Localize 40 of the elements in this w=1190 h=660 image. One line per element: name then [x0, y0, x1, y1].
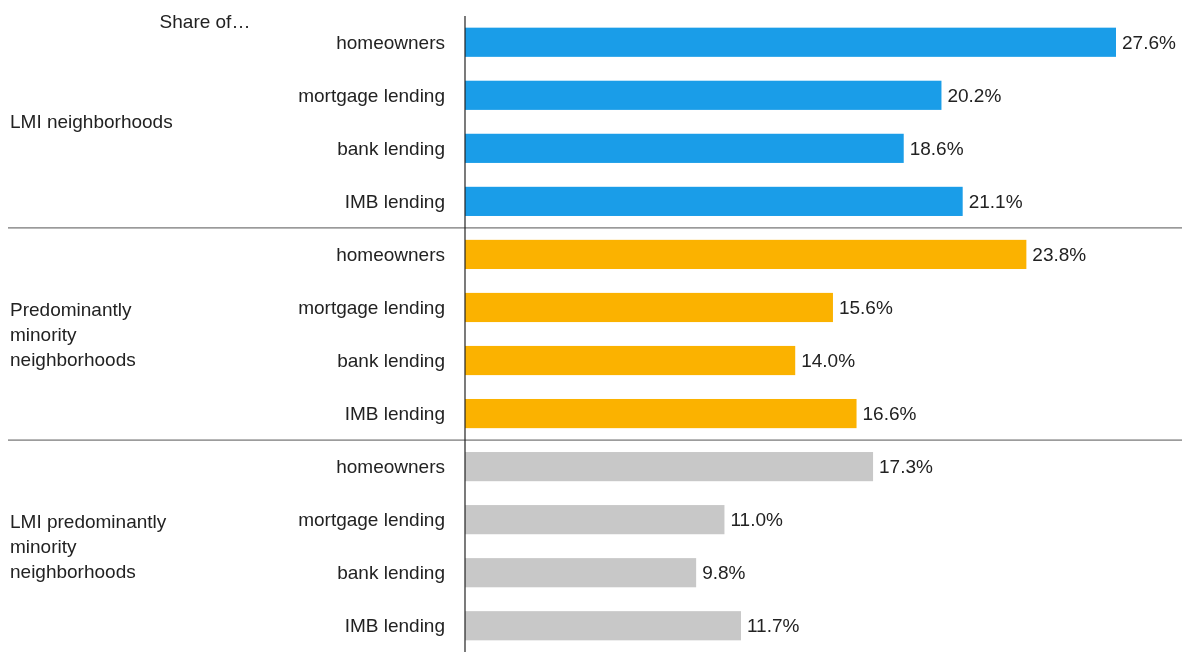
bar	[465, 27, 1116, 57]
data-label: 16.6%	[862, 403, 917, 425]
y-tick-label: bank lending	[337, 138, 445, 159]
y-tick-label: IMB lending	[344, 615, 445, 637]
y-tick-label: IMB lending	[344, 403, 445, 425]
data-label: 11.7%	[746, 615, 800, 637]
bar	[465, 133, 904, 163]
y-axis-title: Share of…	[159, 11, 251, 32]
bar	[465, 505, 725, 535]
bar	[465, 345, 796, 376]
data-label: 14.0%	[801, 350, 856, 372]
data-label: 17.3%	[879, 456, 934, 478]
data-label: 20.2%	[947, 84, 1002, 106]
bar	[465, 292, 833, 323]
y-tick-label: bank lending	[337, 562, 445, 584]
y-tick-label: mortgage lending	[298, 509, 445, 531]
bar	[465, 558, 697, 588]
text: Predominantly minority neighborhoods	[10, 298, 136, 370]
bar	[465, 611, 741, 641]
data-label: 21.1%	[968, 191, 1023, 213]
data-label: 15.6%	[838, 297, 893, 319]
y-tick-label: mortgage lending	[298, 84, 445, 106]
bar	[465, 186, 963, 216]
bar	[465, 398, 857, 429]
bar	[465, 239, 1027, 270]
y-tick-label: IMB lending	[344, 191, 445, 213]
data-label: 9.8%	[702, 562, 746, 584]
bar	[465, 452, 874, 482]
bar	[465, 80, 942, 110]
data-label: 11.0%	[730, 509, 784, 531]
data-label: 23.8%	[1032, 244, 1087, 266]
text: LMI predominantly minority neighborhoods	[10, 510, 167, 582]
data-label: 27.6%	[1122, 31, 1176, 53]
y-tick-label: bank lending	[337, 350, 445, 372]
text: LMI neighborhoods	[10, 111, 173, 133]
y-tick-label: homeowners	[336, 31, 445, 53]
y-tick-label: homeowners	[336, 244, 445, 266]
data-label: 18.6%	[909, 138, 964, 159]
y-tick-label: homeowners	[336, 456, 445, 478]
y-tick-label: mortgage lending	[298, 297, 445, 319]
